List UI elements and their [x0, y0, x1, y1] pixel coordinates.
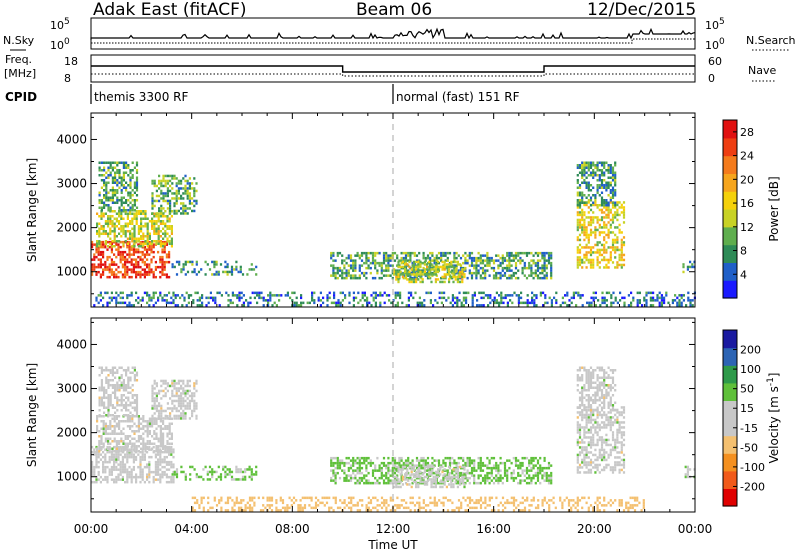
colorbar-swatch: [723, 470, 737, 489]
colorbar-swatch: [723, 435, 737, 454]
y-tick-label: 1000: [56, 265, 87, 279]
colorbar-tick-label: 16: [740, 197, 754, 210]
y-tick-label: 2000: [56, 221, 87, 235]
x-tick-label: 12:00: [376, 522, 411, 536]
colorbar-tick-label: 24: [740, 150, 754, 163]
freq-left-tick-bottom: 8: [64, 72, 71, 85]
colorbar-tick-label: -200: [740, 480, 765, 493]
colorbar-swatch: [723, 488, 737, 507]
colorbar-swatch: [723, 418, 737, 437]
colorbar-tick-label: 28: [740, 126, 754, 139]
x-tick-label: 08:00: [275, 522, 310, 536]
colorbar-swatch: [723, 173, 737, 192]
colorbar-tick-label: 50: [740, 383, 754, 396]
x-tick-label: 16:00: [476, 522, 511, 536]
freq-left-tick-top: 18: [64, 55, 78, 68]
freq-panel-frame: [90, 54, 696, 83]
colorbar-tick-label: 15: [740, 402, 754, 415]
colorbar-swatch: [723, 137, 737, 157]
y-tick-label: 3000: [56, 382, 87, 396]
noise-panel-frame: [90, 17, 696, 50]
colorbar-swatch: [723, 120, 737, 139]
noise-sky-series: [90, 27, 696, 40]
freq-left-label: Freq.: [5, 53, 32, 66]
y-axis-label: Slant Range [km]: [25, 158, 39, 262]
colorbar-swatch: [723, 226, 737, 246]
colorbar-swatch: [723, 330, 737, 349]
colorbar-swatch: [723, 244, 737, 263]
y-tick-label: 3000: [56, 177, 87, 191]
colorbar-swatch: [723, 155, 737, 174]
freq-left-unit: [MHz]: [4, 67, 36, 80]
colorbar-tick-label: 4: [740, 268, 747, 281]
colorbar-tick-label: -100: [740, 461, 765, 474]
noise-right-label: N.Search: [746, 34, 796, 47]
y-axis-label: Slant Range [km]: [25, 363, 39, 467]
nave-right-label: Nave: [748, 64, 776, 77]
colorbar-swatch: [723, 280, 737, 299]
echo-cells-velocity: [91, 366, 696, 512]
x-tick-label: 20:00: [577, 522, 612, 536]
noise-right-tick-top: 105: [705, 17, 725, 32]
x-axis-label: Time UT: [367, 538, 418, 552]
y-tick-label: 1000: [56, 470, 87, 484]
colorbar-label-velocity: Velocity [m s-1]: [766, 373, 781, 464]
colorbar-swatch: [723, 365, 737, 384]
colorbar-swatch: [723, 347, 737, 366]
colorbar-tick-label: 8: [740, 245, 747, 258]
y-tick-label: 4000: [56, 337, 87, 351]
noise-left-tick-bottom: 100: [50, 37, 70, 52]
freq-right-tick-top: 60: [708, 55, 722, 68]
nave-series: [91, 73, 695, 77]
freq-right-tick-bottom: 0: [708, 72, 715, 85]
colorbar-tick-label: 100: [740, 363, 761, 376]
colorbar-swatch: [723, 382, 737, 401]
colorbar-swatch: [723, 453, 737, 472]
noise-right-tick-bottom: 100: [705, 37, 725, 52]
noise-left-tick-top: 105: [50, 17, 70, 32]
cpid-mode-label: themis 3300 RF: [94, 90, 188, 104]
colorbar-tick-label: -50: [740, 441, 758, 454]
colorbar-tick-label: 12: [740, 221, 754, 234]
y-tick-label: 4000: [56, 132, 87, 146]
colorbar-frame-velocity: [722, 329, 738, 507]
colorbar-tick-label: 200: [740, 344, 761, 357]
colorbar-swatch: [723, 400, 737, 419]
colorbar-swatch: [723, 191, 737, 210]
station-title: Adak East (fitACF): [93, 0, 247, 20]
colorbar-frame-power: [722, 119, 738, 299]
colorbar-tick-label: -15: [740, 422, 758, 435]
cpid-mode-label: normal (fast) 151 RF: [396, 90, 520, 104]
x-tick-label: 04:00: [174, 522, 209, 536]
cpid-label: CPID: [5, 90, 37, 104]
y-tick-label: 2000: [56, 426, 87, 440]
noise-left-label: N.Sky: [3, 34, 35, 47]
date-title: 12/Dec/2015: [587, 0, 697, 20]
x-tick-label: 00:00: [678, 522, 713, 536]
echo-cells-power: [91, 161, 696, 307]
noise-search-series: [91, 38, 695, 44]
colorbar-swatch: [723, 209, 737, 228]
beam-title: Beam 06: [356, 0, 433, 20]
colorbar-label-power: Power [dB]: [767, 176, 781, 241]
colorbar-swatch: [723, 262, 737, 281]
x-tick-label: 00:00: [74, 522, 109, 536]
colorbar-tick-label: 20: [740, 173, 754, 186]
freq-series: [91, 65, 695, 73]
